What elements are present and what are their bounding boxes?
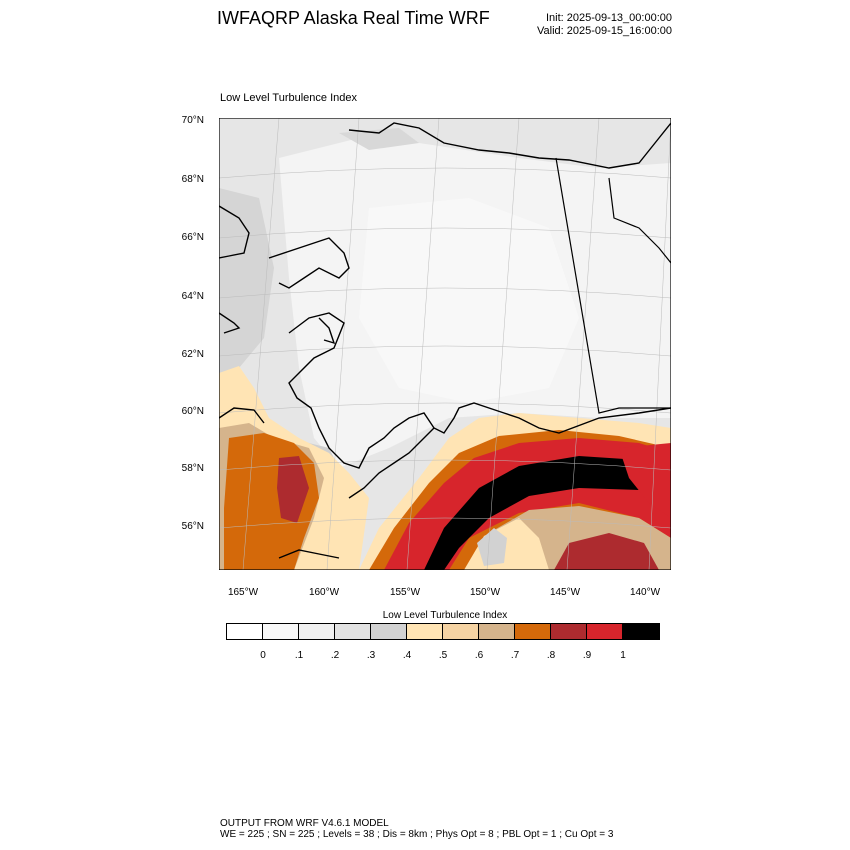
colorbar-swatch	[263, 624, 299, 639]
lat-label: 60°N	[181, 406, 204, 417]
model-config: WE = 225 ; SN = 225 ; Levels = 38 ; Dis …	[220, 829, 614, 840]
colorbar-swatch	[551, 624, 587, 639]
lon-label: 155°W	[389, 587, 421, 598]
gray-patch-north	[339, 128, 419, 150]
lon-label: 165°W	[227, 587, 259, 598]
valid-time: Valid: 2025-09-15_16:00:00	[537, 25, 672, 37]
colorbar-tick-label: .4	[402, 650, 412, 661]
colorbar-tick-label: .8	[546, 650, 556, 661]
model-info: OUTPUT FROM WRF V4.6.1 MODEL WE = 225 ; …	[220, 818, 613, 840]
colorbar-swatch	[299, 624, 335, 639]
band-darkred-west	[277, 456, 309, 523]
lon-label: 145°W	[549, 587, 581, 598]
us-canada-border	[555, 157, 671, 414]
lon-label: 150°W	[469, 587, 501, 598]
colorbar-swatch	[443, 624, 479, 639]
colorbar-tick-label: .6	[474, 650, 484, 661]
run-time-info: Init: 2025-09-13_00:00:00 Valid: 2025-09…	[537, 12, 672, 38]
colorbar-tick-label: .3	[366, 650, 376, 661]
lat-label: 58°N	[181, 463, 204, 474]
lon-label: 140°W	[629, 587, 661, 598]
model-version: OUTPUT FROM WRF V4.6.1 MODEL	[220, 818, 389, 829]
map-title: Low Level Turbulence Index	[220, 92, 357, 104]
colorbar-swatch	[407, 624, 443, 639]
band-red-east-edge	[619, 443, 671, 518]
lon-label: 160°W	[308, 587, 340, 598]
colorbar-tick-label: .9	[582, 650, 592, 661]
colorbar-tick-label: 1	[620, 650, 626, 661]
colorbar-tick-label: .5	[438, 650, 448, 661]
colorbar-tick-label: 0	[260, 650, 266, 661]
colorbar-swatch	[587, 624, 623, 639]
colorbar-tick-label: .1	[294, 650, 304, 661]
colorbar-swatch	[335, 624, 371, 639]
main-title: IWFAQRP Alaska Real Time WRF	[217, 8, 490, 28]
lat-label: 62°N	[181, 349, 204, 360]
colorbar-tick-label: .2	[330, 650, 340, 661]
colorbar-swatch	[371, 624, 407, 639]
lat-label: 56°N	[181, 521, 204, 532]
graticule	[219, 118, 671, 570]
init-time: Init: 2025-09-13_00:00:00	[546, 12, 672, 24]
lat-label: 68°N	[181, 174, 204, 185]
colorbar	[226, 623, 660, 640]
colorbar-swatch	[623, 624, 659, 639]
canada-coast	[608, 177, 671, 264]
colorbar-swatch	[479, 624, 515, 639]
coastline	[219, 122, 671, 559]
colorbar-title: Low Level Turbulence Index	[382, 610, 508, 621]
band-black-core	[424, 456, 671, 570]
lat-label: 70°N	[181, 115, 204, 126]
colorbar-tick-label: .7	[510, 650, 520, 661]
colorbar-swatch	[227, 624, 263, 639]
interior-lighter-area	[359, 198, 579, 403]
band-red-southeast	[554, 533, 659, 570]
lat-label: 66°N	[181, 232, 204, 243]
gray-patch-gulf	[477, 528, 507, 566]
lat-label: 64°N	[181, 291, 204, 302]
colorbar-swatch	[515, 624, 551, 639]
turbulence-map	[219, 118, 671, 570]
